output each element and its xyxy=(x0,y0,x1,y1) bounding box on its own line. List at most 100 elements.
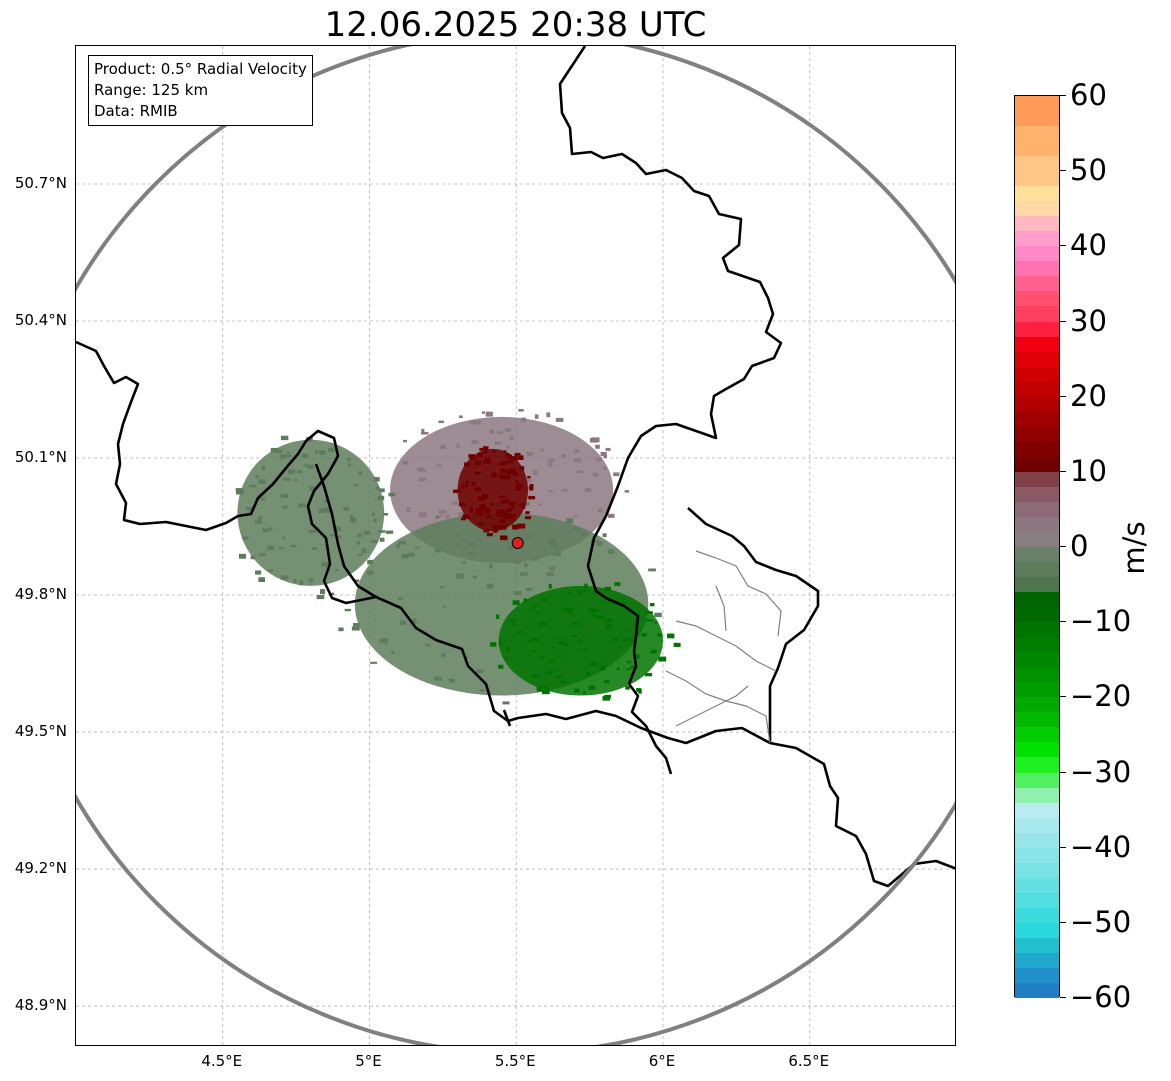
colorbar-segment xyxy=(1015,772,1059,789)
colorbar-segment xyxy=(1015,667,1059,683)
lat-tick-label: 50.1°N xyxy=(14,448,67,467)
colorbar-segment xyxy=(1015,712,1059,728)
colorbar-segment xyxy=(1015,892,1059,909)
colorbar-tick-label: 0 xyxy=(1070,529,1089,563)
radar-site-marker[interactable] xyxy=(511,536,524,549)
lat-tick-label: 49.2°N xyxy=(14,859,67,878)
colorbar-segment xyxy=(1015,937,1059,954)
colorbar-segment xyxy=(1015,276,1059,292)
colorbar-segment xyxy=(1015,622,1059,638)
colorbar-segment xyxy=(1015,516,1059,533)
lon-tick-label: 5.5°E xyxy=(494,1052,536,1070)
colorbar-segment xyxy=(1015,396,1059,413)
colorbar-tick xyxy=(1060,696,1066,698)
colorbar-segment xyxy=(1015,697,1059,713)
colorbar-segment xyxy=(1015,817,1059,834)
colorbar-segment xyxy=(1015,366,1059,383)
colorbar-tick xyxy=(1060,395,1066,397)
colorbar-tick-label: 20 xyxy=(1070,378,1107,413)
echo-approaching-core xyxy=(490,582,681,701)
colorbar-segment xyxy=(1015,787,1059,804)
colorbar-tick xyxy=(1060,470,1066,472)
colorbar-segment xyxy=(1015,862,1059,879)
velocity-colorbar xyxy=(1014,95,1060,999)
colorbar-tick xyxy=(1060,846,1066,848)
echo-west-band xyxy=(235,435,396,600)
lat-tick-label: 49.5°N xyxy=(14,722,67,741)
radar-map[interactable] xyxy=(75,45,956,1046)
colorbar-segment xyxy=(1015,967,1059,984)
colorbar-segment xyxy=(1015,126,1059,157)
colorbar-segment xyxy=(1015,847,1059,864)
colorbar-tick xyxy=(1060,997,1066,998)
colorbar-segment xyxy=(1015,456,1059,473)
country-borders xyxy=(76,46,955,888)
colorbar-segment xyxy=(1015,381,1059,398)
colorbar-segment xyxy=(1015,607,1059,623)
colorbar-tick-label: −50 xyxy=(1070,904,1132,939)
colorbar-segment xyxy=(1015,261,1059,277)
province-borders xyxy=(665,550,782,744)
colorbar-tick-label: 50 xyxy=(1070,153,1107,188)
colorbar-tick-label: −10 xyxy=(1070,604,1132,639)
info-data: Data: RMIB xyxy=(94,102,178,120)
colorbar-tick-label: 40 xyxy=(1070,228,1107,263)
colorbar-segment xyxy=(1015,336,1059,353)
colorbar-tick xyxy=(1060,170,1066,172)
colorbar-segment xyxy=(1015,562,1059,578)
colorbar-segment xyxy=(1015,727,1059,743)
colorbar-segment xyxy=(1015,501,1059,518)
colorbar-unit: m/s xyxy=(1117,521,1151,575)
lat-tick-label: 49.8°N xyxy=(14,585,67,604)
colorbar-segment xyxy=(1015,351,1059,368)
colorbar-segment xyxy=(1015,982,1059,999)
colorbar-tick-label: −60 xyxy=(1070,980,1132,1014)
map-title: 12.06.2025 20:38 UTC xyxy=(324,5,707,45)
colorbar-tick xyxy=(1060,771,1066,773)
info-box: Product: 0.5° Radial Velocity Range: 125… xyxy=(88,55,313,126)
colorbar-segment xyxy=(1015,246,1059,262)
colorbar-tick-label: −20 xyxy=(1070,679,1132,714)
colorbar-segment xyxy=(1015,156,1059,187)
lon-tick-label: 5°E xyxy=(355,1052,382,1070)
echo-receding-core xyxy=(453,446,536,541)
colorbar-segment xyxy=(1015,201,1059,217)
info-product: Product: 0.5° Radial Velocity xyxy=(94,60,307,78)
colorbar-tick xyxy=(1060,921,1066,923)
colorbar-segment xyxy=(1015,441,1059,458)
colorbar-segment xyxy=(1015,907,1059,924)
colorbar-segment xyxy=(1015,531,1059,548)
colorbar-segment xyxy=(1015,877,1059,894)
colorbar-segment xyxy=(1015,922,1059,939)
colorbar-tick-label: 30 xyxy=(1070,303,1107,338)
colorbar-segment xyxy=(1015,802,1059,819)
colorbar-segment xyxy=(1015,757,1059,773)
colorbar-segment xyxy=(1015,321,1059,338)
colorbar-segment xyxy=(1015,96,1059,127)
colorbar-segment xyxy=(1015,547,1059,563)
colorbar-segment xyxy=(1015,216,1059,232)
colorbar-tick xyxy=(1060,95,1066,96)
colorbar-segment xyxy=(1015,952,1059,969)
colorbar-segment xyxy=(1015,411,1059,428)
colorbar-segment xyxy=(1015,742,1059,758)
colorbar-segment xyxy=(1015,486,1059,503)
colorbar-tick-label: −30 xyxy=(1070,754,1132,789)
colorbar-segment xyxy=(1015,682,1059,698)
colorbar-segment xyxy=(1015,306,1059,322)
lon-tick-label: 4.5°E xyxy=(201,1052,243,1070)
colorbar-segment xyxy=(1015,186,1059,202)
colorbar-segment xyxy=(1015,291,1059,307)
lon-tick-label: 6.5°E xyxy=(788,1052,830,1070)
lat-tick-label: 50.7°N xyxy=(14,174,67,192)
lon-tick-label: 6°E xyxy=(648,1052,676,1070)
velocity-echoes xyxy=(235,409,681,705)
colorbar-segment xyxy=(1015,637,1059,653)
colorbar-tick-label: 10 xyxy=(1070,453,1107,488)
lat-tick-label: 50.4°N xyxy=(14,311,67,329)
colorbar-tick-label: 60 xyxy=(1070,78,1107,112)
colorbar-segment xyxy=(1015,592,1059,608)
colorbar-segment xyxy=(1015,471,1059,488)
colorbar-segment xyxy=(1015,832,1059,849)
map-canvas xyxy=(76,46,955,1045)
